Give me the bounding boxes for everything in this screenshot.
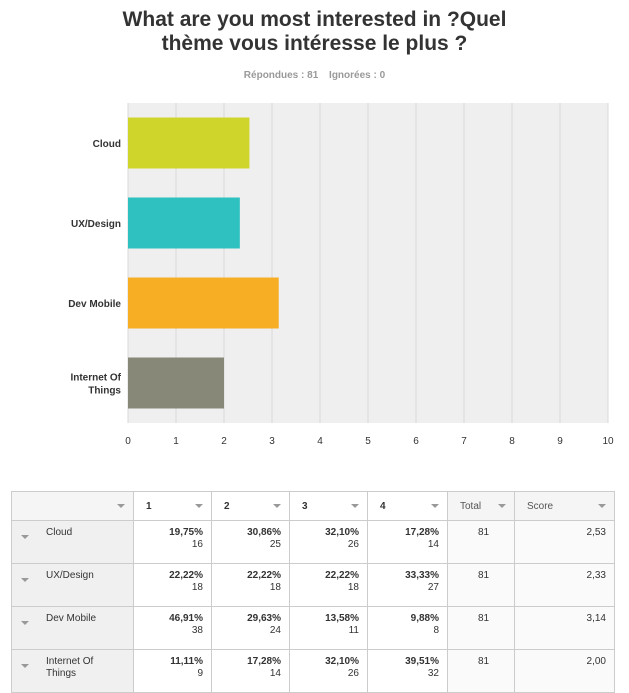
table-cell: 46,91% 38: [133, 606, 212, 650]
table-cell: 29,63% 24: [211, 606, 290, 650]
table-cell: 32,10% 26: [289, 649, 368, 693]
chart-title-line-1: What are you most interested in ?Quel: [122, 8, 507, 31]
table-cell: 13,58% 11: [289, 606, 368, 650]
table-cell: 22,22% 18: [289, 563, 368, 607]
score-cell: 3,14: [514, 606, 615, 650]
total-cell: 81: [447, 606, 515, 650]
chart-title-line-2: thème vous intéresse le plus ?: [161, 32, 468, 55]
bar: [128, 357, 224, 409]
sort-caret-icon: [351, 504, 359, 508]
row-label-ux-design[interactable]: UX/Design: [11, 563, 134, 607]
table-cell: 22,22% 18: [133, 563, 212, 607]
x-tick-label: 8: [509, 436, 515, 447]
sort-caret-icon: [195, 504, 203, 508]
table-row: UX/Design 22,22% 18 22,22% 18 22,22% 18 33,…: [11, 563, 615, 607]
row-caret-icon: [21, 535, 29, 539]
x-tick-label: 6: [413, 436, 419, 447]
total-cell: 81: [447, 649, 515, 693]
table-header-row: 1 2 3 4 Total Score: [11, 491, 615, 521]
bar: [128, 117, 250, 169]
x-tick-label: 4: [317, 436, 323, 447]
table-cell: 19,75% 16: [133, 520, 212, 564]
row-label-internet-of-things[interactable]: Internet Of Things: [11, 649, 134, 693]
total-cell: 81: [447, 563, 515, 607]
response-stats: Répondues : 81 Ignorées : 0: [0, 70, 629, 81]
category-label: Cloud: [93, 139, 121, 150]
x-tick-label: 9: [557, 436, 563, 447]
row-caret-icon: [21, 621, 29, 625]
x-tick-label: 5: [365, 436, 371, 447]
header-score[interactable]: Score: [514, 491, 615, 521]
answered-count: Répondues : 81: [243, 70, 319, 81]
table-cell: 32,10% 26: [289, 520, 368, 564]
score-cell: 2,00: [514, 649, 615, 693]
score-cell: 2,53: [514, 520, 615, 564]
row-caret-icon: [21, 664, 29, 668]
category-label: UX/Design: [71, 219, 121, 230]
row-label-dev-mobile[interactable]: Dev Mobile: [11, 606, 134, 650]
sort-caret-icon: [117, 504, 125, 508]
row-label-cloud[interactable]: Cloud: [11, 520, 134, 564]
skipped-count: Ignorées : 0: [329, 70, 386, 81]
table-cell: 17,28% 14: [367, 520, 448, 564]
table-row: Cloud 19,75% 16 30,86% 25 32,10% 26 17,28% 1…: [11, 520, 615, 564]
total-cell: 81: [447, 520, 515, 564]
x-tick-label: 1: [173, 436, 179, 447]
x-tick-label: 0: [125, 436, 131, 447]
table-cell: 22,22% 18: [211, 563, 290, 607]
sort-caret-icon: [273, 504, 281, 508]
sort-caret-icon: [598, 504, 606, 508]
sort-caret-icon: [498, 504, 506, 508]
header-col-2[interactable]: 2: [211, 491, 290, 521]
header-row-label-sort[interactable]: [11, 491, 134, 521]
results-table: 1 2 3 4 Total Score Cloud 19,75% 16 30,86…: [11, 491, 615, 693]
table-row: Internet Of Things 11,11% 9 17,28% 14 32,1…: [11, 649, 615, 693]
row-caret-icon: [21, 578, 29, 582]
x-tick-label: 7: [461, 436, 467, 447]
table-cell: 11,11% 9: [133, 649, 212, 693]
category-label: Internet Of Things: [70, 373, 121, 397]
bar-chart: 0 1 2 3 4 5 6 7 8 9 10 Cloud UX/Design Dev Mobile Inte…: [68, 103, 614, 447]
category-label: Dev Mobile: [68, 299, 121, 310]
x-tick-label: 3: [269, 436, 275, 447]
table-cell: 9,88% 8: [367, 606, 448, 650]
header-total[interactable]: Total: [447, 491, 515, 521]
x-tick-label: 2: [221, 436, 227, 447]
header-col-1[interactable]: 1: [133, 491, 212, 521]
score-cell: 2,33: [514, 563, 615, 607]
sort-caret-icon: [431, 504, 439, 508]
table-cell: 17,28% 14: [211, 649, 290, 693]
table-row: Dev Mobile 46,91% 38 29,63% 24 13,58% 11 9,…: [11, 606, 615, 650]
bar: [128, 197, 240, 249]
table-cell: 39,51% 32: [367, 649, 448, 693]
chart-title: What are you most interested in ?Quel th…: [0, 8, 629, 56]
table-cell: 30,86% 25: [211, 520, 290, 564]
table-cell: 33,33% 27: [367, 563, 448, 607]
header-col-4[interactable]: 4: [367, 491, 448, 521]
x-tick-label: 10: [602, 436, 614, 447]
bar: [128, 277, 279, 329]
header-col-3[interactable]: 3: [289, 491, 368, 521]
